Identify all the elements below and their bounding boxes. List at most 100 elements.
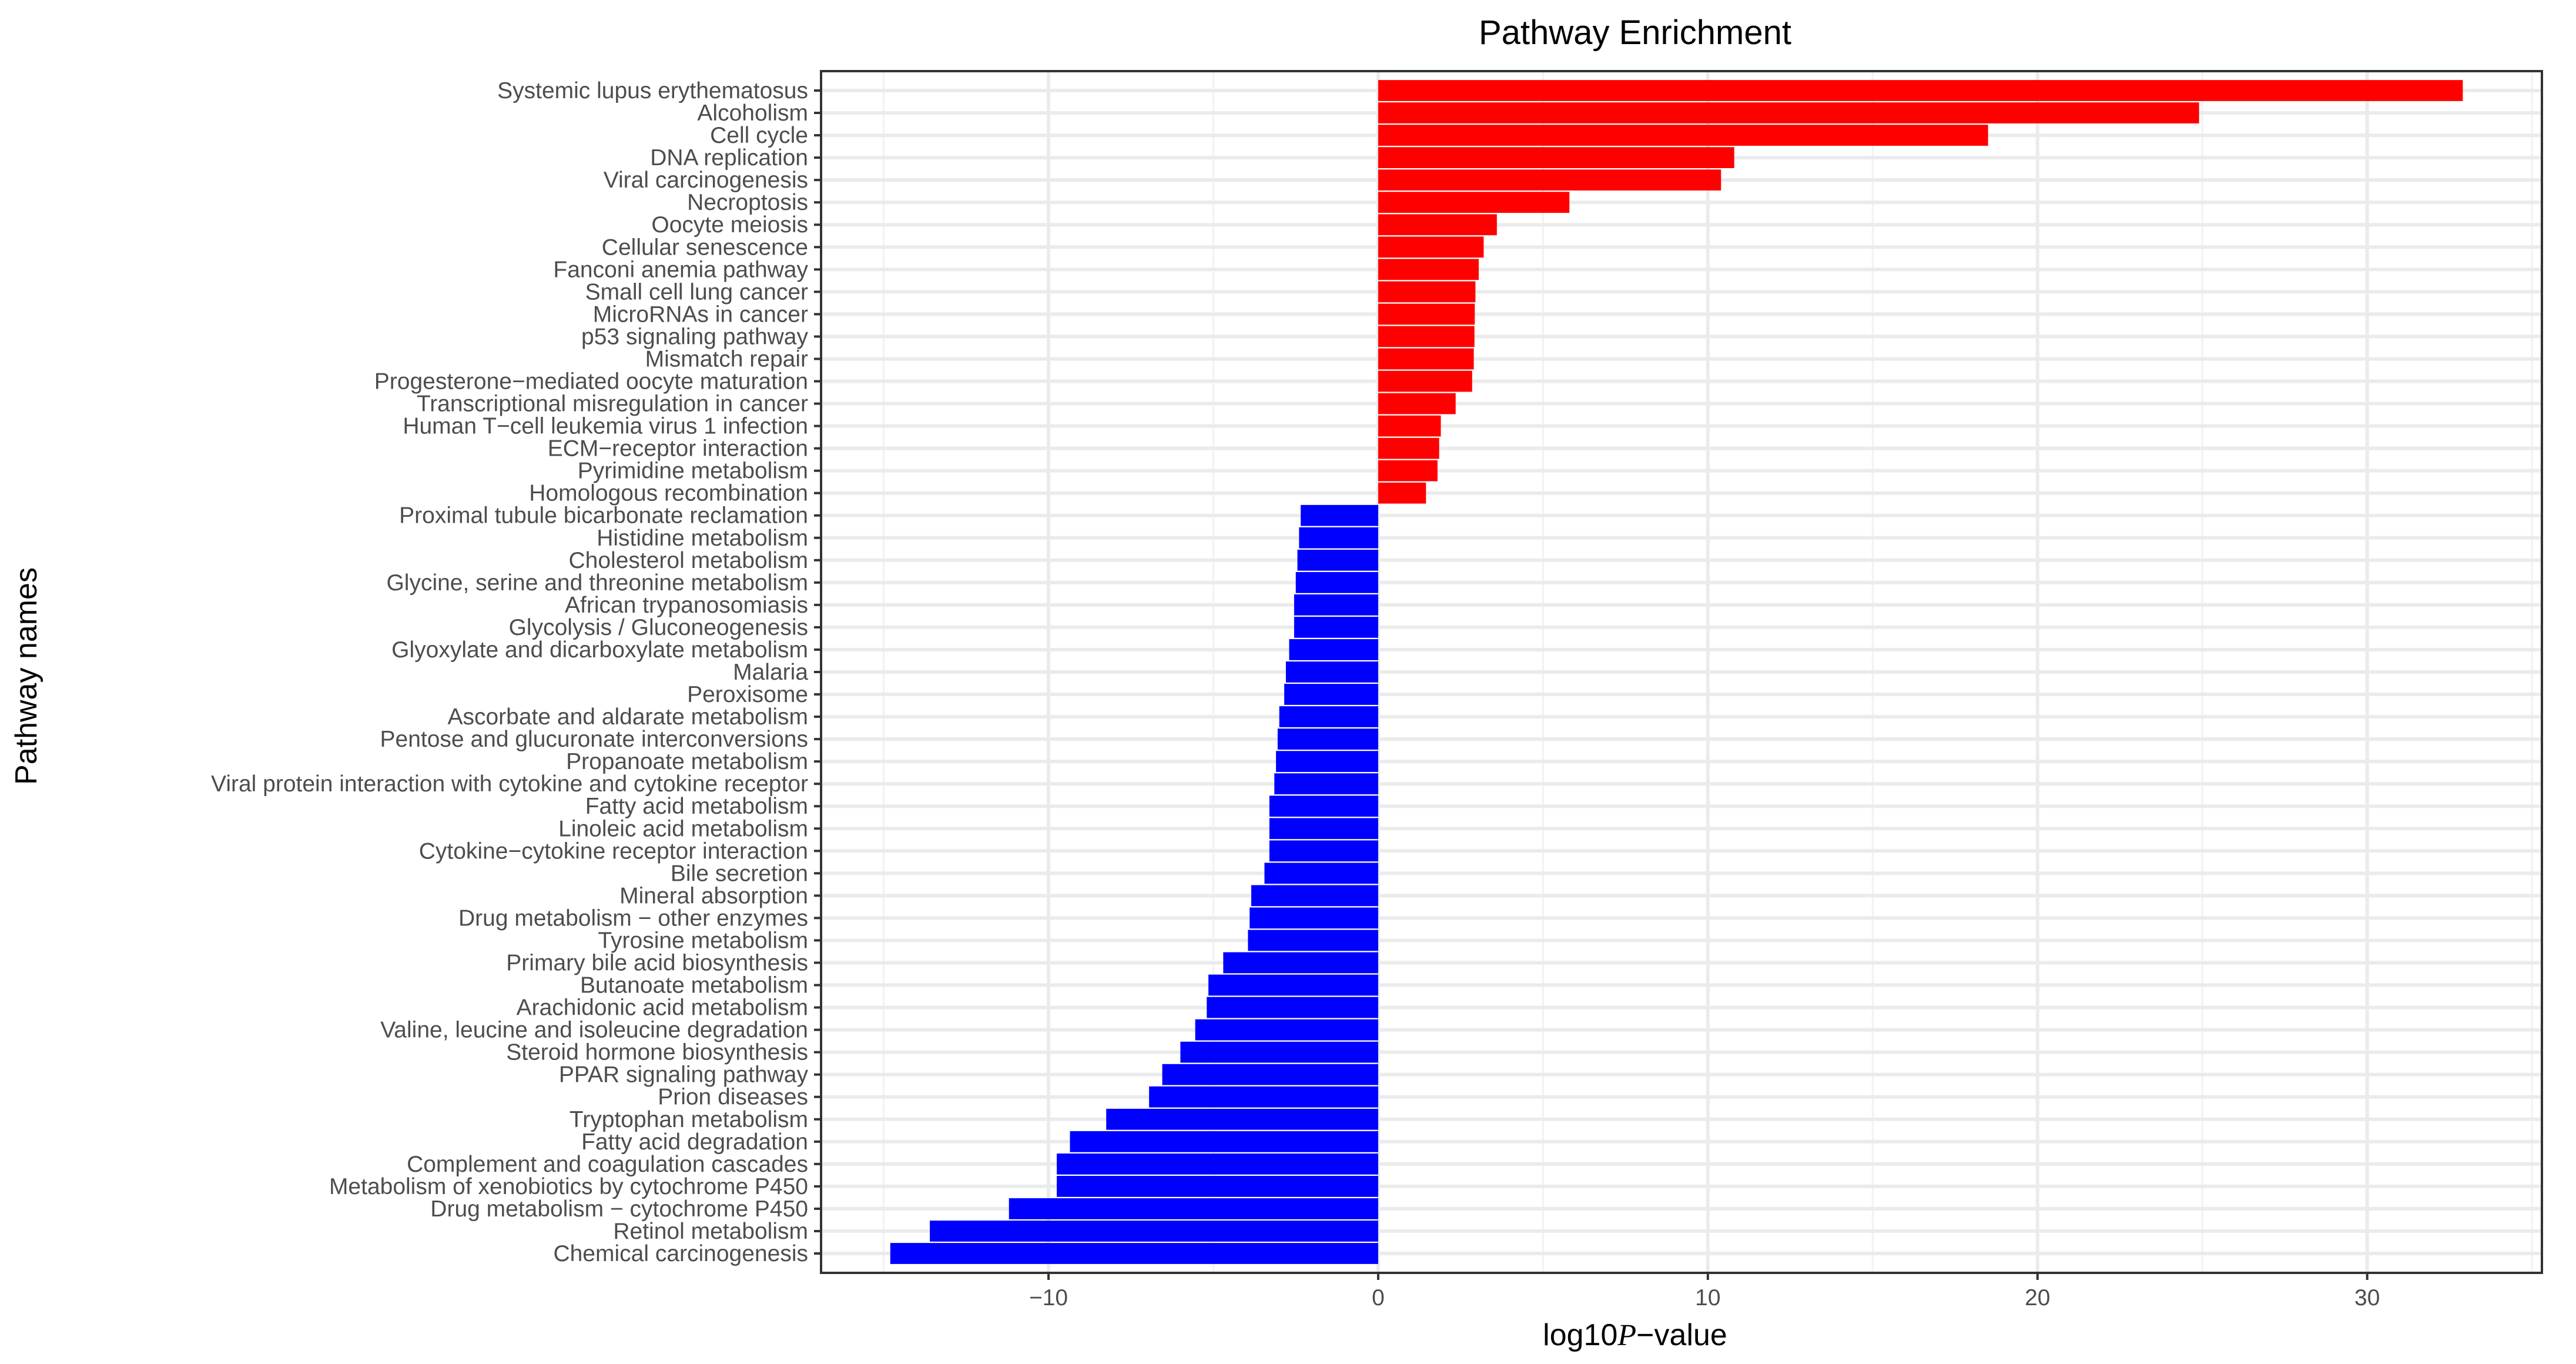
- bar: [1284, 684, 1378, 705]
- y-tick-label: Valine, leucine and isoleucine degradati…: [380, 1018, 808, 1043]
- bar: [1294, 617, 1378, 638]
- y-tick-label: Glycolysis / Gluconeogenesis: [509, 615, 808, 640]
- y-tick-label: Cellular senescence: [602, 235, 808, 260]
- y-tick-label: Pyrimidine metabolism: [578, 459, 808, 484]
- y-tick-label: Alcoholism: [697, 101, 808, 126]
- bar: [1378, 80, 2463, 101]
- y-tick-label: Progesterone−mediated oocyte maturation: [374, 369, 808, 395]
- y-tick-label: Mismatch repair: [645, 346, 808, 372]
- bar: [1378, 281, 1476, 303]
- x-axis-title: log10P−value: [1543, 1318, 1727, 1352]
- y-tick-label: Fatty acid metabolism: [585, 794, 808, 819]
- y-tick-label: Glyoxylate and dicarboxylate metabolism: [391, 637, 808, 663]
- x-tick-label: 10: [1695, 1285, 1720, 1310]
- bar: [1269, 818, 1378, 840]
- bar: [1299, 527, 1378, 549]
- bar: [1269, 795, 1378, 817]
- bar: [1378, 326, 1475, 347]
- bar: [1378, 102, 2199, 123]
- bar: [1378, 303, 1475, 325]
- y-tick-label: Butanoate metabolism: [580, 973, 808, 998]
- bar: [1378, 460, 1438, 482]
- bar: [1378, 348, 1474, 370]
- y-tick-label: Viral protein interaction with cytokine …: [211, 771, 808, 797]
- y-tick-label: Linoleic acid metabolism: [558, 816, 808, 841]
- bar: [1057, 1176, 1378, 1197]
- y-tick-label: MicroRNAs in cancer: [593, 302, 808, 327]
- chart-title: Pathway Enrichment: [1479, 14, 1791, 52]
- bar: [1289, 639, 1378, 660]
- y-tick-label: Fatty acid degradation: [581, 1129, 808, 1155]
- bar: [1162, 1064, 1378, 1085]
- y-tick-label: Glycine, serine and threonine metabolism: [386, 570, 808, 596]
- bar: [1276, 751, 1378, 773]
- y-tick-label: Arachidonic acid metabolism: [517, 995, 808, 1021]
- y-tick-label: Retinol metabolism: [613, 1219, 808, 1244]
- y-tick-label: Propanoate metabolism: [566, 749, 808, 774]
- bar: [1180, 1041, 1378, 1063]
- y-axis-title: Pathway names: [9, 567, 43, 785]
- bar: [1378, 259, 1479, 280]
- bar: [1251, 885, 1378, 907]
- x-tick-label: 30: [2354, 1285, 2380, 1310]
- y-tick-label: Metabolism of xenobiotics by cytochrome …: [329, 1174, 808, 1199]
- bars: [890, 80, 2463, 1264]
- bar: [1277, 728, 1378, 750]
- bar: [1250, 907, 1378, 929]
- bar: [1378, 482, 1426, 504]
- y-tick-label: Oocyte meiosis: [651, 212, 808, 238]
- y-tick-label: Drug metabolism − other enzymes: [458, 905, 808, 931]
- y-tick-label: Homologous recombination: [529, 481, 808, 506]
- y-tick-label: Histidine metabolism: [597, 526, 808, 551]
- y-tick-label: Malaria: [733, 660, 808, 685]
- y-tick-label: Small cell lung cancer: [585, 279, 808, 305]
- y-tick-label: Primary bile acid biosynthesis: [506, 951, 808, 976]
- bar: [1294, 594, 1378, 616]
- y-tick-label: Necroptosis: [687, 190, 808, 215]
- y-tick-label: Complement and coagulation cascades: [407, 1152, 808, 1177]
- y-tick-label: Drug metabolism − cytochrome P450: [430, 1196, 808, 1222]
- bar: [1378, 125, 1988, 146]
- x-tick-label: −10: [1029, 1285, 1068, 1310]
- bar: [1285, 661, 1378, 683]
- bar: [1378, 370, 1472, 392]
- y-tick-label: DNA replication: [650, 145, 808, 170]
- bar: [1248, 930, 1378, 951]
- x-ticks: −10 0 10 20 30: [1029, 1273, 2380, 1310]
- bar: [1378, 147, 1734, 168]
- y-tick-label: Steroid hormone biosynthesis: [506, 1040, 808, 1065]
- y-tick-label: Systemic lupus erythematosus: [497, 78, 808, 103]
- bar: [1207, 997, 1378, 1018]
- y-tick-label: p53 signaling pathway: [581, 324, 808, 349]
- bar: [1208, 974, 1378, 996]
- bar: [1106, 1108, 1378, 1130]
- bar: [930, 1221, 1378, 1242]
- y-tick-label: ECM−receptor interaction: [548, 436, 808, 462]
- bar: [1264, 862, 1378, 884]
- y-tick-label: PPAR signaling pathway: [559, 1062, 809, 1088]
- y-tick-label: Prion diseases: [658, 1085, 808, 1110]
- x-tick-label: 0: [1372, 1285, 1385, 1310]
- y-tick-label: Proximal tubule bicarbonate reclamation: [399, 503, 808, 529]
- bar: [1195, 1019, 1378, 1041]
- gridlines: [821, 71, 2542, 1273]
- bar: [1009, 1198, 1378, 1219]
- bar: [1274, 773, 1378, 795]
- y-tick-label: Fanconi anemia pathway: [553, 257, 808, 282]
- bar: [1378, 214, 1497, 236]
- y-tick-label: African trypanosomiasis: [565, 593, 808, 618]
- bar: [1057, 1153, 1378, 1175]
- bar: [1070, 1131, 1378, 1152]
- bar: [1269, 840, 1378, 862]
- bar: [1378, 192, 1570, 213]
- bar: [1279, 706, 1378, 727]
- y-tick-label: Pentose and glucuronate interconversions: [380, 727, 808, 752]
- bar: [1149, 1086, 1378, 1108]
- y-tick-label: Bile secretion: [671, 861, 808, 886]
- y-tick-label: Tyrosine metabolism: [598, 928, 808, 953]
- y-tick-label: Cytokine−cytokine receptor interaction: [419, 838, 808, 864]
- y-tick-label: Chemical carcinogenesis: [553, 1241, 808, 1266]
- y-tick-label: Mineral absorption: [619, 883, 808, 908]
- bar: [1378, 437, 1439, 459]
